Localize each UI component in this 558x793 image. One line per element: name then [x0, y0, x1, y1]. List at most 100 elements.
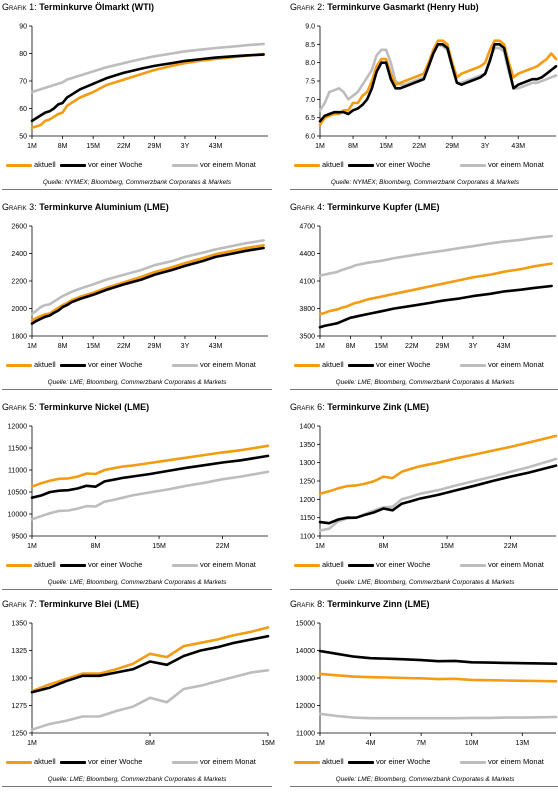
legend-swatch — [294, 163, 320, 167]
legend-item-aktuell: aktuell — [6, 560, 56, 569]
y-tick-label: 1300 — [299, 460, 315, 467]
separator-line — [290, 189, 558, 190]
chart-title: Grafik 7: Terminkurve Blei (LME) — [2, 599, 140, 609]
chart-panel-3: Grafik 3: Terminkurve Aluminium (LME) 18… — [2, 202, 272, 392]
chart-panel-7: Grafik 7: Terminkurve Blei (LME) 1250 127… — [2, 599, 275, 789]
chart-title: Grafik 2: Terminkurve Gasmarkt (Henry Hu… — [290, 2, 479, 12]
chart-svg: 9500 10000 10500 11000 11500 12000 1M 8M 15M 22M — [8, 424, 270, 550]
legend-item-woche: vor einer Woche — [348, 560, 430, 569]
legend-item-woche: vor einer Woche — [348, 360, 430, 369]
y-tick-label: 9500 — [11, 534, 27, 541]
y-tick-label: 80 — [19, 51, 27, 58]
chart-title: Grafik 6: Terminkurve Zink (LME) — [290, 402, 430, 412]
series-line-woche — [318, 284, 553, 329]
chart-svg: 1100 1150 1200 1250 1300 1350 1400 1M 8M 15M 22M — [299, 424, 558, 550]
y-tick-label: 10500 — [8, 490, 28, 497]
legend-label: aktuell — [34, 360, 56, 369]
legend-label: aktuell — [34, 560, 56, 569]
legend-swatch — [460, 363, 486, 367]
y-tick-label: 90 — [19, 24, 27, 31]
legend-swatch — [460, 163, 486, 167]
legend-item-monat: vor einem Monat — [460, 757, 544, 766]
y-tick-label: 1325 — [11, 648, 27, 655]
chart-title: Grafik 8: Terminkurve Zinn (LME) — [290, 599, 430, 609]
x-tick-label: 22M — [117, 143, 131, 150]
legend: aktuell vor einer Woche vor einem Monat — [2, 360, 272, 372]
x-tick-label: 10M — [465, 740, 479, 747]
legend-swatch — [348, 163, 374, 167]
y-tick-label: 10000 — [8, 512, 28, 519]
y-tick-label: 70 — [19, 79, 27, 86]
legend: aktuell vor einer Woche vor einem Monat — [290, 360, 558, 372]
x-tick-label: 1M — [315, 343, 325, 350]
x-tick-label: 29M — [445, 143, 459, 150]
legend-item-woche: vor einer Woche — [348, 757, 430, 766]
chart-panel-6: Grafik 6: Terminkurve Zink (LME) 1100 115… — [290, 402, 558, 592]
y-tick-label: 1800 — [11, 334, 27, 341]
y-tick-label: 8.5 — [305, 42, 315, 49]
x-tick-label: 1M — [27, 740, 37, 747]
chart-title: Grafik 1: Terminkurve Ölmarkt (WTI) — [2, 2, 155, 12]
legend: aktuell vor einer Woche vor einem Monat — [290, 560, 558, 572]
x-tick-label: 8M — [145, 740, 155, 747]
legend-swatch — [60, 563, 86, 567]
legend-label: vor einem Monat — [488, 160, 544, 169]
legend-item-aktuell: aktuell — [294, 757, 344, 766]
y-tick-label: 1150 — [300, 515, 315, 522]
x-tick-label: 3Y — [181, 143, 190, 150]
series-line-monat — [30, 239, 265, 316]
legend-item-monat: vor einem Monat — [172, 757, 256, 766]
legend-item-monat: vor einem Monat — [172, 160, 256, 169]
legend-item-aktuell: aktuell — [294, 160, 344, 169]
legend-swatch — [172, 563, 198, 567]
y-tick-label: 15000 — [296, 621, 316, 628]
legend-item-monat: vor einem Monat — [460, 560, 544, 569]
chart-svg: 11000 12000 13000 14000 15000 1M 4M 7M 10M 13M — [296, 621, 558, 747]
y-tick-label: 2600 — [11, 224, 27, 231]
chart-panel-8: Grafik 8: Terminkurve Zinn (LME) 11000 12… — [290, 599, 558, 789]
legend-item-monat: vor einem Monat — [460, 360, 544, 369]
x-tick-label: 22M — [117, 343, 131, 350]
legend-swatch — [294, 563, 320, 567]
legend-swatch — [348, 760, 374, 764]
legend-label: vor einer Woche — [88, 160, 143, 169]
legend-item-aktuell: aktuell — [294, 560, 344, 569]
x-tick-label: 43M — [511, 143, 525, 150]
y-tick-label: 2400 — [11, 251, 27, 258]
x-tick-label: 43M — [209, 143, 223, 150]
legend-swatch — [172, 163, 198, 167]
chart-title: Grafik 3: Terminkurve Aluminium (LME) — [2, 202, 169, 212]
y-tick-label: 11500 — [8, 446, 27, 453]
series-line-aktuell — [318, 39, 558, 127]
y-tick-label: 2000 — [11, 306, 27, 313]
legend-label: vor einem Monat — [200, 757, 256, 766]
x-tick-label: 43M — [209, 343, 223, 350]
separator-line — [2, 189, 272, 190]
x-tick-label: 22M — [412, 143, 426, 150]
y-tick-label: 4400 — [299, 251, 315, 258]
x-tick-label: 13M — [515, 740, 529, 747]
source-note: Quelle: LME; Bloomberg, Commerzbank Corp… — [47, 379, 227, 386]
series-line-aktuell — [30, 52, 265, 130]
series-line-aktuell — [30, 444, 270, 488]
y-tick-label: 11000 — [8, 468, 27, 475]
legend-swatch — [172, 363, 198, 367]
legend-item-woche: vor einer Woche — [60, 160, 142, 169]
legend-item-woche: vor einer Woche — [60, 757, 142, 766]
series-line-woche — [318, 42, 558, 123]
separator-line — [2, 389, 272, 390]
separator-line — [2, 589, 272, 590]
legend-label: vor einer Woche — [376, 757, 431, 766]
legend-swatch — [60, 760, 86, 764]
y-tick-label: 8.0 — [305, 60, 315, 67]
x-tick-label: 1M — [27, 543, 37, 550]
series-line-monat — [30, 470, 270, 521]
series-line-monat — [318, 712, 558, 720]
chart-svg: 6.0 6.5 7.0 7.5 8.0 8.5 9.0 1M 8M 15M 22M 29M 3Y 43M — [305, 24, 558, 150]
x-tick-label: 3Y — [481, 143, 490, 150]
legend-label: vor einem Monat — [200, 360, 256, 369]
legend-label: aktuell — [322, 360, 344, 369]
x-tick-label: 29M — [148, 143, 162, 150]
legend-item-monat: vor einem Monat — [172, 360, 256, 369]
